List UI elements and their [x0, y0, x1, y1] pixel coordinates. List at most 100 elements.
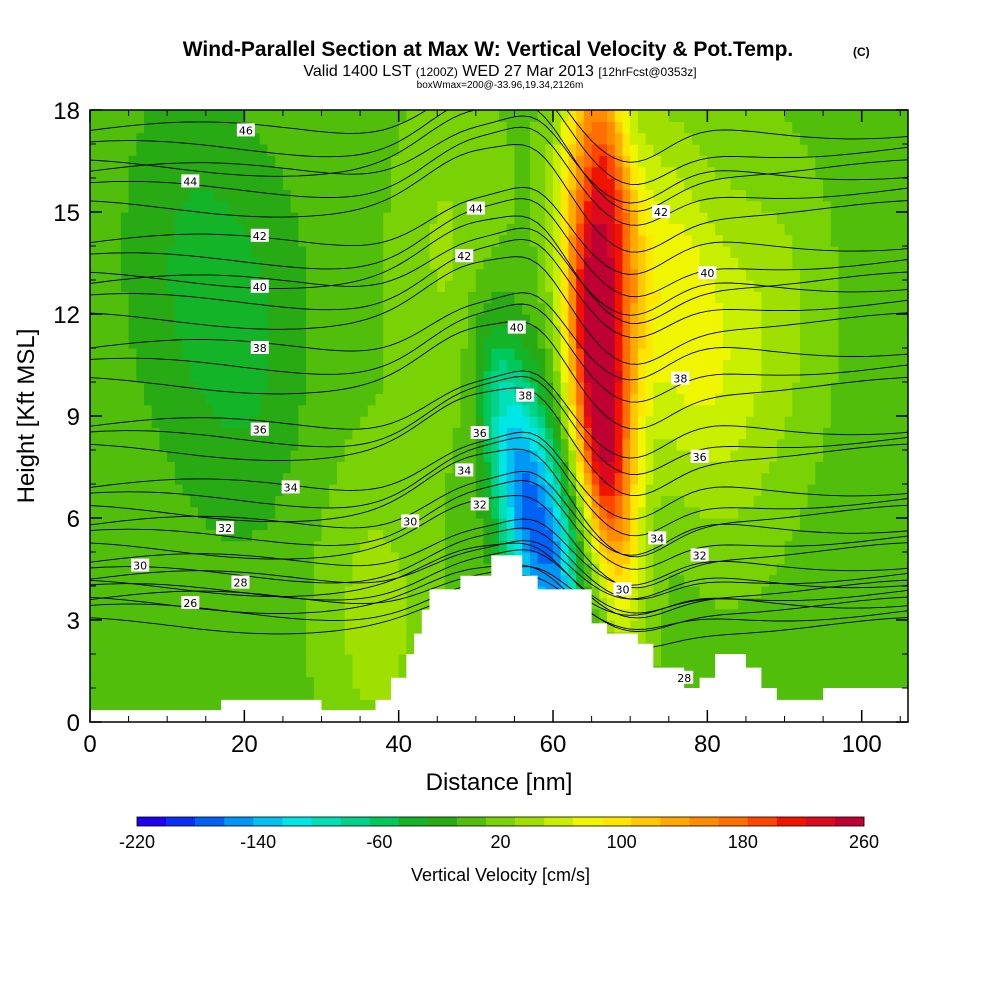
velocity-cell [151, 370, 161, 383]
velocity-cell [113, 450, 122, 462]
velocity-cell [275, 506, 284, 519]
velocity-cell [599, 280, 608, 292]
velocity-cell [344, 246, 353, 258]
velocity-cell [792, 200, 801, 213]
velocity-cell [691, 665, 701, 678]
velocity-cell [383, 314, 392, 326]
velocity-cell [537, 291, 546, 304]
velocity-cell [769, 189, 778, 202]
velocity-cell [614, 574, 624, 587]
velocity-cell [599, 450, 608, 462]
velocity-cell [576, 336, 585, 349]
velocity-cell [684, 597, 693, 610]
velocity-cell [144, 642, 153, 655]
velocity-cell [182, 450, 191, 462]
velocity-cell [174, 631, 184, 644]
velocity-cell [113, 166, 122, 179]
velocity-cell [97, 325, 107, 338]
velocity-cell [599, 416, 608, 428]
velocity-cell [136, 178, 145, 190]
velocity-cell [630, 257, 639, 270]
velocity-cell [313, 348, 323, 360]
velocity-cell [329, 144, 338, 156]
velocity-cell [159, 302, 168, 315]
velocity-cell [761, 495, 770, 508]
velocity-cell [676, 132, 685, 145]
velocity-cell [684, 529, 693, 542]
velocity-cell [545, 393, 554, 406]
velocity-cell [506, 144, 516, 156]
velocity-cell [290, 291, 299, 304]
velocity-cell [313, 234, 323, 247]
velocity-cell [738, 438, 747, 451]
velocity-cell [591, 438, 600, 451]
velocity-cell [560, 314, 570, 326]
velocity-cell [622, 359, 631, 372]
velocity-cell [753, 110, 762, 122]
velocity-cell [282, 336, 292, 349]
velocity-cell [344, 144, 353, 156]
velocity-cell [545, 132, 554, 145]
velocity-cell [190, 540, 199, 553]
velocity-cell [190, 314, 199, 326]
velocity-cell [776, 291, 786, 304]
velocity-cell [591, 348, 600, 360]
velocity-cell [390, 586, 400, 598]
velocity-cell [298, 189, 307, 202]
velocity-cell [506, 404, 516, 417]
velocity-cell [190, 189, 199, 202]
velocity-cell [267, 110, 276, 122]
velocity-cell [684, 484, 693, 496]
velocity-cell [375, 178, 384, 190]
velocity-cell [661, 393, 670, 406]
velocity-cell [730, 552, 739, 564]
velocity-cell [645, 200, 654, 213]
velocity-cell [113, 563, 122, 576]
velocity-cell [668, 518, 678, 530]
velocity-cell [221, 336, 230, 349]
velocity-cell [174, 314, 184, 326]
velocity-cell [383, 654, 392, 666]
velocity-cell [460, 280, 469, 292]
velocity-cell [105, 382, 114, 394]
velocity-cell [630, 144, 639, 156]
velocity-cell [205, 348, 215, 360]
velocity-cell [406, 461, 415, 474]
velocity-cell [568, 144, 577, 156]
velocity-cell [745, 325, 755, 338]
velocity-cell [499, 472, 508, 485]
velocity-cell [190, 450, 199, 462]
velocity-cell [329, 246, 338, 258]
velocity-cell [684, 291, 693, 304]
velocity-cell [105, 518, 114, 530]
velocity-cell [707, 382, 716, 394]
velocity-cell [298, 325, 307, 338]
velocity-cell [128, 472, 137, 485]
velocity-cell [128, 246, 137, 258]
velocity-cell [491, 178, 500, 190]
velocity-cell [190, 110, 199, 122]
velocity-cell [622, 484, 631, 496]
velocity-cell [174, 132, 184, 145]
velocity-cell [529, 302, 539, 315]
velocity-cell [383, 518, 392, 530]
velocity-cell [769, 574, 778, 587]
velocity-cell [167, 438, 176, 451]
velocity-cell [676, 506, 685, 519]
velocity-cell [228, 336, 238, 349]
velocity-cell [105, 121, 114, 134]
velocity-cell [336, 121, 346, 134]
velocity-cell [421, 495, 431, 508]
velocity-cell [228, 189, 238, 202]
velocity-cell [475, 178, 485, 190]
velocity-cell [529, 359, 539, 372]
velocity-cell [529, 552, 539, 564]
velocity-cell [661, 178, 670, 190]
velocity-cell [483, 359, 492, 372]
velocity-cell [792, 189, 801, 202]
velocity-cell [645, 291, 654, 304]
velocity-cell [375, 246, 384, 258]
velocity-cell [722, 574, 732, 587]
velocity-cell [336, 291, 346, 304]
velocity-cell [761, 268, 770, 281]
